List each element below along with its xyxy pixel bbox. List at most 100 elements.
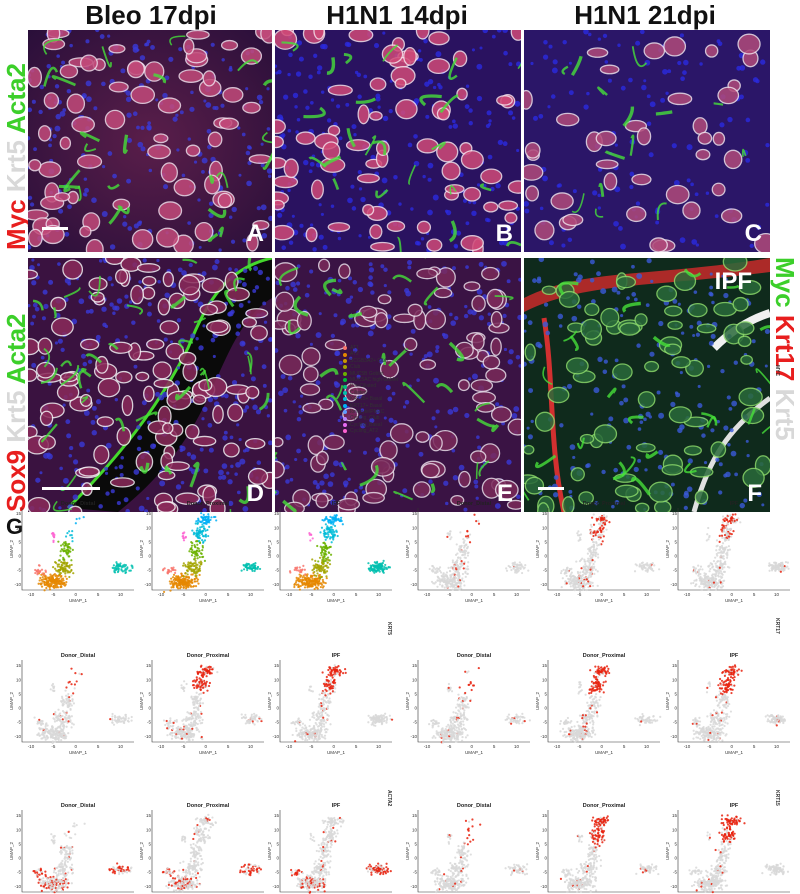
umap-point [68,565,71,568]
y-tick-label: 15 [412,511,418,516]
umap-point [256,566,259,569]
umap-point [703,580,706,583]
umap-point [467,683,470,687]
umap-point [462,723,465,726]
umap-point [175,585,179,588]
umap-point [579,584,582,587]
umap-point [251,569,254,573]
section-g-label: G [6,514,24,539]
umap-point [194,559,197,562]
umap-point [585,731,589,734]
umap-point [71,540,74,543]
umap-point [37,732,40,735]
x-tick-label: -5 [51,744,55,749]
umap-point [56,734,60,737]
umap-point [162,719,166,722]
umap-point [114,568,118,572]
umap-point [180,686,183,690]
x-tick-label: -5 [577,592,581,597]
umap-point [111,715,114,718]
umap-point [54,737,58,740]
umap-point [730,519,734,522]
x-tick-label: 10 [774,592,780,597]
umap-point [583,579,586,583]
umap-point [325,685,329,688]
umap-point [581,574,584,578]
x-tick-label: -5 [181,592,185,597]
umap-point [473,513,476,516]
umap-point [640,564,643,567]
umap-point [63,547,66,550]
umap-point [716,585,720,588]
umap-point [458,577,461,580]
umap-point [379,566,382,569]
umap-point [75,517,78,521]
legend-label: MUC5AC high Goblet [350,377,399,384]
umap-point [181,719,184,722]
umap-point [642,563,645,567]
umap-point [770,567,773,570]
umap-point [304,734,307,737]
umap-points [162,664,263,744]
umap-point [295,569,298,572]
umap-point [65,725,68,728]
umap-point [706,575,709,578]
umap-point [594,675,598,679]
umap-point [452,572,455,575]
umap-point [185,728,188,731]
umap-point [323,532,326,535]
umap-point [198,556,201,559]
umap-point [593,712,596,715]
umap-point [56,574,59,578]
umap-point [722,570,726,573]
umap-point [194,571,198,574]
umap-point [577,574,581,578]
umap-point [320,704,323,708]
umap-point [582,728,585,731]
umap-point [515,569,518,572]
umap-point [589,721,592,724]
umap-point [308,737,311,740]
umap-point [728,532,732,535]
umap-point [187,736,190,739]
umap-point [565,569,568,573]
umap-point [450,536,453,539]
umap-point [590,571,593,574]
umap-point [244,717,247,720]
umap-point [784,561,788,564]
umap-point [57,582,60,585]
umap-point [206,689,209,692]
umap-point [588,712,591,716]
umap-point [464,567,467,570]
umap-point [379,564,383,567]
umap-point [207,534,210,538]
umap-point [216,671,219,674]
umap-point [330,531,333,534]
umap-point [332,674,336,677]
umap-point [195,679,198,682]
umap-point [725,538,728,542]
umap-point [318,733,322,736]
umap-point [576,532,579,535]
umap-point [188,550,191,553]
umap-point [331,676,334,679]
umap-point [202,691,205,694]
umap-point [328,666,332,669]
umap-point [731,513,735,516]
umap-point [325,575,328,578]
umap-point [190,569,193,572]
y-tick-label: 5 [674,539,677,544]
umap-point [447,686,450,689]
umap-point [59,582,62,586]
umap-point [184,580,187,583]
umap-point [62,579,65,582]
umap-point [470,688,473,692]
umap-point [561,727,565,730]
umap-point [505,569,509,572]
umap-point [716,560,720,563]
umap-point [781,563,784,566]
umap-point [327,530,331,534]
legend-label: SCGB3A2+ Club [350,357,388,364]
umap-point [301,737,304,741]
umap-point [313,728,316,731]
